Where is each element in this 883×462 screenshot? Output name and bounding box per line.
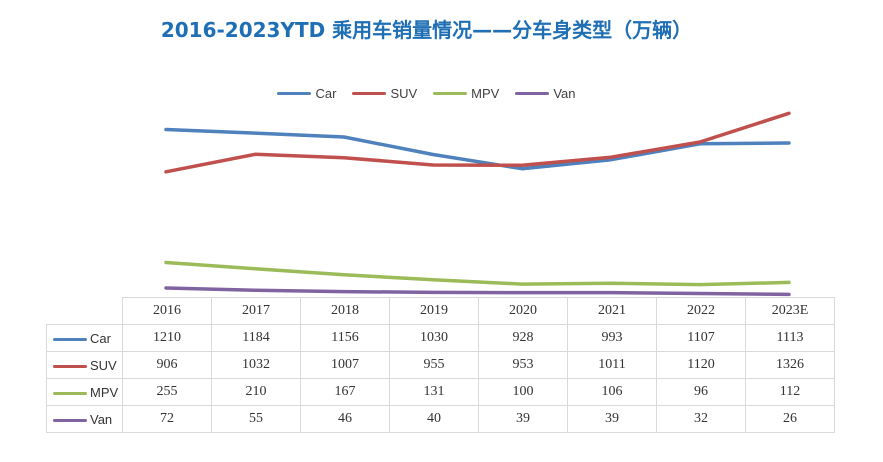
data-label: 955: [389, 351, 479, 379]
data-label: 255: [122, 378, 212, 406]
legend-label: Car: [315, 86, 337, 101]
data-table: 2016 2017 2018 2019 2020 2021 2022 2023E Car 121…: [46, 297, 835, 433]
data-label: 1107: [656, 324, 746, 352]
data-label: 72: [122, 405, 212, 433]
legend-item-car: Car: [277, 86, 336, 101]
data-label: 1210: [122, 324, 212, 352]
legend-swatch: [515, 92, 550, 95]
table-row-header: Van: [46, 405, 123, 433]
data-label: 100: [478, 378, 568, 406]
series-name: Van: [90, 411, 113, 427]
data-label: 1120: [656, 351, 746, 379]
table-header-row: 2016 2017 2018 2019 2020 2021 2022 2023E: [46, 297, 835, 325]
data-label: 32: [656, 405, 746, 433]
legend-swatch: [433, 92, 468, 95]
data-label: 1326: [745, 351, 835, 379]
table-column-header: 2018: [300, 297, 390, 325]
legend-item-van: Van: [515, 86, 576, 101]
data-label: 39: [567, 405, 657, 433]
table-row-suv: SUV 906 1032 1007 955 953 1011 1120 1326: [46, 351, 835, 379]
series-key: [53, 391, 87, 395]
data-label: 167: [300, 378, 390, 406]
data-label: 1030: [389, 324, 479, 352]
legend-label: Van: [553, 86, 576, 101]
data-label: 1156: [300, 324, 390, 352]
series-name: SUV: [90, 357, 117, 373]
series-name: Car: [90, 330, 111, 346]
chart-title: 2016-2023YTD 乘用车销量情况——分车身类型（万辆）: [160, 18, 693, 42]
line-chart: [164, 111, 791, 297]
data-label: 1032: [211, 351, 301, 379]
data-label: 1184: [211, 324, 301, 352]
table-row-header: SUV: [46, 351, 123, 379]
table-column-header: 2019: [389, 297, 479, 325]
data-label: 112: [745, 378, 835, 406]
data-label: 46: [300, 405, 390, 433]
series-name: MPV: [90, 384, 119, 400]
series-line-van: [164, 286, 791, 297]
data-label: 1011: [567, 351, 657, 379]
legend-item-mpv: MPV: [433, 86, 499, 101]
legend-label: SUV: [390, 86, 418, 101]
data-label: 928: [478, 324, 568, 352]
legend-item-suv: SUV: [352, 86, 417, 101]
data-label: 1007: [300, 351, 390, 379]
legend: Car SUV MPV Van: [0, 86, 853, 101]
table-column-header: 2022: [656, 297, 746, 325]
series-line-suv: [164, 111, 791, 174]
data-label: 55: [211, 405, 301, 433]
table-row-header: Car: [46, 324, 123, 352]
data-label: 993: [567, 324, 657, 352]
table-column-header: 2021: [567, 297, 657, 325]
data-label: 953: [478, 351, 568, 379]
table-row-van: Van 72 55 46 40 39 39 32 26: [46, 405, 835, 433]
data-label: 1113: [745, 324, 835, 352]
table-row-car: Car 1210 1184 1156 1030 928 993 1107 1113: [46, 324, 835, 352]
table-row-mpv: MPV 255 210 167 131 100 106 96 112: [46, 378, 835, 406]
data-label: 39: [478, 405, 568, 433]
legend-swatch: [277, 92, 312, 95]
series-key: [53, 364, 87, 368]
data-label: 40: [389, 405, 479, 433]
series-key: [53, 418, 87, 422]
data-label: 906: [122, 351, 212, 379]
table-column-header: 2020: [478, 297, 568, 325]
table-column-header: 2023E: [745, 297, 835, 325]
data-label: 210: [211, 378, 301, 406]
table-row-header: MPV: [46, 378, 123, 406]
legend-swatch: [352, 92, 387, 95]
table-column-header: 2016: [122, 297, 212, 325]
series-key: [53, 337, 87, 341]
data-label: 106: [567, 378, 657, 406]
data-label: 26: [745, 405, 835, 433]
series-line-car: [164, 127, 791, 171]
table-column-header: 2017: [211, 297, 301, 325]
data-label: 96: [656, 378, 746, 406]
legend-label: MPV: [471, 86, 500, 101]
table-corner: [46, 297, 123, 325]
series-line-mpv: [164, 260, 791, 287]
data-label: 131: [389, 378, 479, 406]
